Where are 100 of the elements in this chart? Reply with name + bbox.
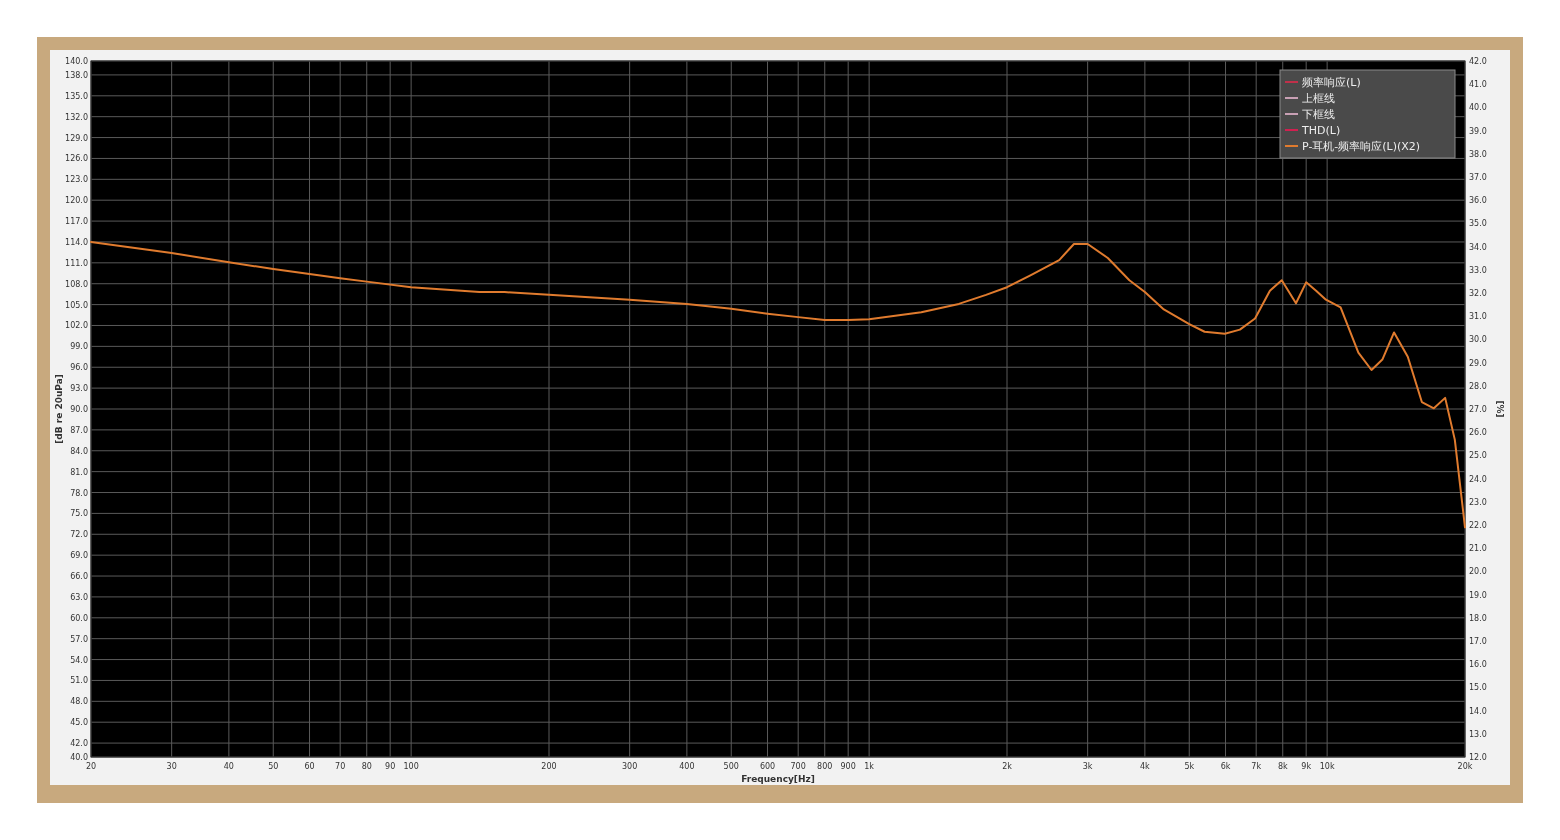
y2-tick-label: 26.0: [1469, 428, 1487, 438]
x-tick-label: 3k: [1082, 762, 1093, 771]
x-tick-label: 7k: [1251, 762, 1262, 771]
y-tick-label: 99.0: [70, 342, 88, 352]
y-tick-label: 75.0: [70, 509, 88, 519]
x-tick-label: 20: [85, 762, 97, 771]
x-tick-label: 100: [403, 762, 419, 771]
y2-tick-label: 17.0: [1469, 637, 1487, 646]
x-tick-label: 70: [335, 762, 346, 771]
y-tick-label: 51.0: [70, 676, 88, 686]
x-tick-label: 900: [840, 762, 856, 771]
y-tick-label: 96.0: [70, 363, 88, 373]
y2-tick-label: 19.0: [1469, 590, 1487, 600]
y2-tick-label: 42.0: [1469, 57, 1487, 66]
y-tick-label: 111.0: [65, 258, 88, 268]
x-tick-label: 200: [541, 762, 557, 771]
x-tick-label: 6k: [1220, 762, 1231, 771]
x-tick-label: 10k: [1319, 762, 1335, 771]
y2-tick-label: 34.0: [1469, 242, 1487, 252]
x-tick-label: 400: [679, 762, 695, 771]
y-tick-label: 45.0: [70, 718, 88, 728]
y-tick-label: 108.0: [65, 279, 88, 289]
x-tick-label: 40: [223, 762, 234, 771]
y2-tick-label: 16.0: [1469, 660, 1487, 670]
legend-label: THD(L): [1301, 124, 1341, 137]
y2-tick-label: 14.0: [1469, 706, 1487, 716]
y-tick-label: 66.0: [70, 572, 88, 582]
y-tick-label: 48.0: [70, 697, 88, 707]
y2-tick-label: 40.0: [1469, 103, 1487, 113]
legend-label: 频率响应(L): [1302, 76, 1361, 89]
x-tick-label: 500: [723, 762, 739, 771]
y-tick-label: 132.0: [65, 112, 88, 122]
legend-label: 下框线: [1302, 108, 1335, 121]
x-tick-label: 600: [759, 762, 776, 771]
y2-tick-label: 39.0: [1469, 126, 1487, 136]
y2-tick-label: 22.0: [1469, 521, 1487, 530]
y-tick-label: 40.0: [70, 753, 88, 762]
y2-tick-label: 25.0: [1469, 451, 1487, 461]
y-tick-label: 138.0: [65, 70, 88, 80]
y-tick-label: 117.0: [65, 217, 88, 227]
y-tick-label: 87.0: [70, 425, 88, 435]
y2-tick-label: 29.0: [1469, 358, 1487, 368]
y-tick-label: 69.0: [70, 551, 88, 561]
y2-tick-label: 21.0: [1469, 544, 1487, 554]
x-tick-label: 700: [790, 762, 806, 771]
y-tick-label: 72.0: [70, 530, 88, 540]
y-tick-label: 102.0: [65, 321, 88, 331]
y-tick-label: 140.0: [65, 57, 88, 66]
y2-tick-label: 36.0: [1469, 196, 1487, 206]
y2-axis-title: [%]: [1495, 400, 1505, 418]
y-tick-label: 123.0: [65, 175, 88, 185]
x-tick-label: 50: [268, 762, 279, 771]
x-tick-label: 9k: [1301, 762, 1312, 771]
y2-tick-label: 33.0: [1469, 265, 1487, 275]
x-tick-label: 5k: [1184, 762, 1195, 771]
y-tick-label: 63.0: [70, 592, 88, 602]
x-tick-label: 300: [622, 762, 638, 771]
y2-tick-label: 38.0: [1469, 149, 1487, 159]
y-tick-label: 57.0: [70, 634, 88, 644]
y-tick-label: 126.0: [65, 154, 88, 164]
y-tick-label: 90.0: [70, 405, 88, 414]
y2-tick-label: 27.0: [1469, 405, 1487, 414]
y-tick-label: 54.0: [70, 655, 88, 665]
y-tick-label: 60.0: [70, 613, 88, 623]
x-tick-label: 90: [385, 762, 396, 771]
x-tick-label: 4k: [1140, 762, 1151, 771]
y2-tick-label: 35.0: [1469, 219, 1487, 229]
y2-tick-label: 24.0: [1469, 474, 1487, 484]
y2-tick-label: 37.0: [1469, 173, 1487, 182]
y2-tick-label: 41.0: [1469, 80, 1487, 90]
y-tick-label: 93.0: [70, 384, 88, 394]
y2-tick-label: 12.0: [1469, 753, 1487, 762]
y-tick-label: 78.0: [70, 488, 88, 498]
y2-tick-label: 31.0: [1469, 312, 1487, 322]
y-tick-label: 120.0: [65, 196, 88, 206]
y-axis-title: [dB re 20uPa]: [54, 374, 64, 444]
y2-tick-label: 30.0: [1469, 335, 1487, 345]
x-tick-label: 800: [817, 762, 833, 771]
y-tick-label: 114.0: [65, 237, 88, 247]
y-tick-label: 135.0: [65, 91, 88, 101]
x-axis-title: Frequency[Hz]: [741, 774, 815, 784]
x-tick-label: 1k: [864, 762, 875, 771]
legend-label: 上框线: [1302, 92, 1335, 105]
y-tick-label: 42.0: [70, 739, 88, 749]
y-tick-label: 129.0: [65, 133, 88, 143]
y-tick-label: 84.0: [70, 446, 88, 456]
y-tick-label: 81.0: [70, 467, 88, 477]
y-tick-label: 105.0: [65, 300, 88, 310]
x-tick-label: 8k: [1277, 762, 1288, 771]
x-tick-label: 60: [304, 762, 315, 771]
y2-tick-label: 13.0: [1469, 729, 1487, 739]
legend-label: P-耳机-频率响应(L)(X2): [1302, 140, 1421, 153]
x-tick-label: 30: [166, 762, 177, 771]
y2-tick-label: 20.0: [1469, 567, 1487, 577]
y2-tick-label: 15.0: [1469, 683, 1487, 693]
x-tick-label: 2k: [1002, 762, 1013, 771]
y2-tick-label: 23.0: [1469, 497, 1487, 507]
y2-tick-label: 32.0: [1469, 289, 1487, 298]
x-tick-label: 20k: [1457, 762, 1473, 771]
y2-tick-label: 18.0: [1469, 613, 1487, 623]
